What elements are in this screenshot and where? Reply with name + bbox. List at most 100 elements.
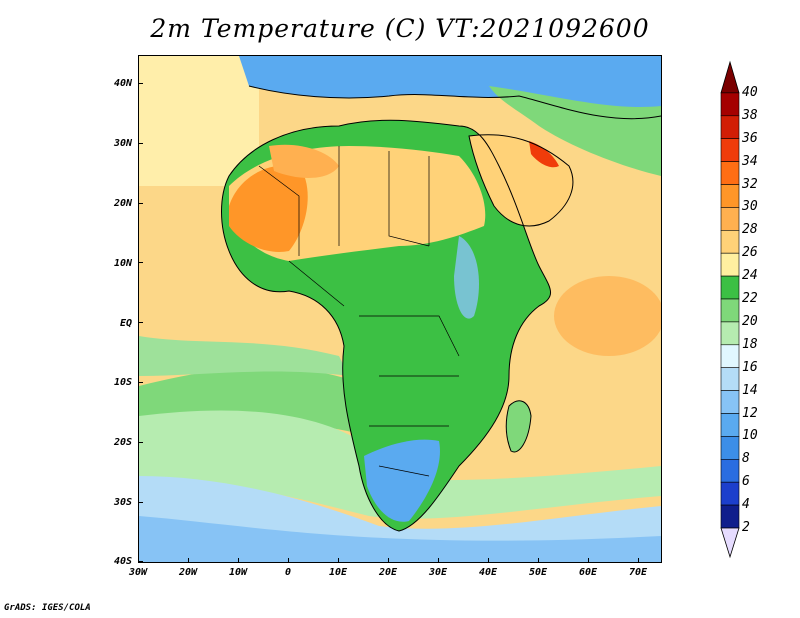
colorbar [720, 60, 740, 559]
lon-tick [588, 558, 589, 563]
colorbar-label: 22 [742, 291, 758, 306]
ocean-indian-warm [554, 276, 661, 356]
colorbar-max-triangle [720, 60, 740, 94]
lon-label-20e: 20E [378, 567, 398, 578]
colorbar-label: 34 [742, 153, 758, 169]
land-west-sahara-hot [229, 165, 308, 252]
colorbar-label: 10 [742, 428, 758, 444]
lon-label-50e: 50E [528, 567, 548, 578]
land-southern-africa [364, 439, 440, 522]
land-persian-gulf-hot [529, 141, 559, 168]
land-east-africa-highlands [454, 236, 479, 319]
colorbar-segment [720, 184, 740, 208]
colorbar-segment [720, 321, 740, 346]
lat-label-10n: 10N [113, 258, 132, 269]
lon-tick [288, 558, 289, 563]
colorbar-label: 36 [742, 130, 758, 146]
lat-tick [138, 83, 143, 84]
lon-tick [488, 558, 489, 563]
land-eurasia-green [489, 86, 661, 176]
land-sahara-hot-core [269, 144, 339, 178]
lat-label-20s: 20S [113, 437, 132, 448]
ocean-atlantic-green-band [139, 336, 349, 376]
lat-tick [138, 322, 143, 323]
colorbar-label: 20 [742, 313, 758, 329]
lon-tick [138, 558, 139, 563]
colorbar-label: 24 [742, 268, 758, 284]
colorbar-label: 32 [742, 176, 758, 192]
colorbar-segment [720, 207, 740, 231]
coastline-africa [221, 119, 551, 532]
ocean-south-cool-band [139, 410, 661, 519]
lon-tick [538, 558, 539, 563]
lon-label-0: 0 [284, 567, 292, 578]
colorbar-label: 18 [742, 336, 758, 352]
colorbar-label: 4 [742, 497, 750, 513]
lat-label-40n: 40N [113, 78, 132, 89]
colorbar-segment [720, 252, 740, 277]
colorbar-segment [720, 481, 740, 506]
lat-label-20n: 20N [113, 198, 132, 209]
colorbar-segment [720, 298, 740, 323]
colorbar-segment [720, 344, 740, 368]
lat-tick [138, 561, 143, 562]
lon-label-30w: 30W [128, 567, 148, 578]
lat-tick [138, 442, 143, 443]
lon-label-10w: 10W [228, 567, 248, 578]
lon-label-30e: 30E [428, 567, 448, 578]
colorbar-label: 30 [742, 199, 758, 215]
lat-tick [138, 382, 143, 383]
colorbar-segment [720, 413, 740, 437]
colorbar-label: 14 [742, 382, 758, 398]
colorbar-label: 2 [742, 520, 750, 535]
lat-label-30s: 30S [113, 497, 132, 508]
colorbar-min-triangle [720, 527, 740, 559]
lon-tick [388, 558, 389, 563]
colorbar-segment [720, 115, 740, 139]
credit-text: GrADS: IGES/COLA [4, 603, 91, 613]
colorbar-segment [720, 161, 740, 185]
lon-tick [438, 558, 439, 563]
temperature-map [139, 56, 661, 562]
colorbar-segment [720, 138, 740, 162]
colorbar-label: 16 [742, 359, 758, 375]
lat-tick [138, 502, 143, 503]
lon-tick [638, 558, 639, 563]
land-madagascar [506, 400, 531, 452]
lat-label-30n: 30N [113, 138, 132, 149]
lat-label-eq: EQ [119, 318, 132, 329]
lat-tick [138, 143, 143, 144]
coastline-madagascar [505, 400, 532, 453]
colorbar-label: 8 [742, 451, 750, 467]
lat-label-40s: 40S [113, 556, 132, 567]
coastline-europe [248, 85, 661, 120]
ocean-south-colder-band [139, 516, 661, 562]
colorbar-segment [720, 367, 740, 391]
lon-label-20w: 20W [178, 567, 198, 578]
colorbar-segment [720, 92, 740, 117]
colorbar-segment [720, 436, 740, 460]
lon-tick [188, 558, 189, 563]
colorbar-segment [720, 390, 740, 414]
colorbar-label: 12 [742, 405, 758, 421]
lat-tick [138, 262, 143, 263]
colorbar-label: 38 [742, 107, 758, 123]
colorbar-segment [720, 230, 740, 254]
lon-tick [338, 558, 339, 563]
colorbar-label: 28 [742, 222, 758, 238]
colorbar-segment [720, 458, 740, 483]
map-title: 2m Temperature (C) VT:2021092600 [150, 14, 650, 43]
lon-label-70e: 70E [628, 567, 648, 578]
lon-label-10e: 10E [328, 567, 348, 578]
colorbar-segment [720, 504, 740, 529]
lon-label-60e: 60E [578, 567, 598, 578]
map-frame [138, 55, 662, 563]
colorbar-label: 6 [742, 474, 750, 490]
lat-label-10s: 10S [113, 377, 132, 388]
lon-label-40e: 40E [478, 567, 498, 578]
lon-tick [238, 558, 239, 563]
colorbar-label: 26 [742, 245, 758, 261]
lat-tick [138, 203, 143, 204]
country-borders [258, 146, 460, 477]
colorbar-label: 40 [742, 84, 758, 100]
